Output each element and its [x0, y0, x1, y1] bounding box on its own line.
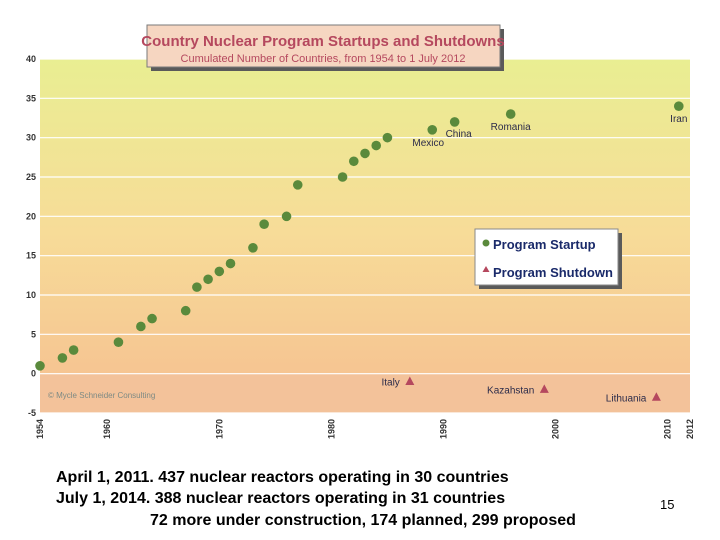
startup-point: [505, 109, 516, 119]
point-label: Romania: [491, 122, 531, 133]
legend-startup-label: Program Startup: [493, 237, 596, 252]
y-tick-label: 10: [26, 290, 36, 300]
startup-point: [192, 282, 202, 292]
startup-point: [449, 117, 460, 127]
y-tick-label: 25: [26, 172, 36, 182]
x-tick-label: 2012: [685, 419, 695, 439]
point-label: Iran: [670, 114, 687, 125]
shutdown-point: [651, 392, 661, 401]
startup-point: [35, 361, 45, 371]
slide-number: 15: [660, 497, 675, 512]
x-tick-label: 1980: [326, 419, 336, 439]
legend-startup-marker: [482, 239, 490, 247]
startup-point: [673, 101, 684, 111]
startup-point: [292, 180, 303, 190]
x-tick-label: 1970: [214, 419, 224, 439]
y-tick-label: 15: [26, 251, 36, 261]
x-tick-label: 1990: [438, 419, 448, 439]
caption-line-2: July 1, 2014. 388 nuclear reactors opera…: [56, 490, 506, 507]
legend: Program Startup Program Shutdown: [474, 228, 622, 289]
data-marks: [35, 101, 684, 401]
startup-point: [281, 211, 292, 222]
y-tick-label: 30: [26, 133, 36, 143]
x-tick-label: 1954: [35, 419, 45, 439]
startup-point: [180, 305, 191, 316]
y-tick-label: -5: [28, 408, 36, 418]
caption-line-3: 72 more under construction, 174 planned,…: [150, 512, 576, 529]
grid: [40, 58, 690, 414]
shutdown-point: [405, 376, 415, 386]
startup-point: [68, 345, 79, 355]
y-tick-label: 0: [31, 369, 36, 379]
startup-point: [203, 274, 213, 285]
startup-point: [382, 132, 393, 143]
startup-point: [248, 243, 258, 253]
legend-shutdown-label: Program Shutdown: [493, 265, 613, 280]
y-axis: -5 0 5 10 15 20 25 30 35 40: [26, 54, 36, 418]
watermark: © Mycle Schneider Consulting: [48, 391, 155, 400]
shutdown-point: [539, 384, 549, 393]
startup-point: [259, 219, 269, 229]
startup-point: [136, 321, 146, 332]
startup-point: [113, 337, 124, 348]
point-label: Mexico: [412, 138, 444, 149]
point-label: China: [446, 129, 473, 140]
startup-point: [371, 140, 382, 151]
title-box: Country Nuclear Program Startups and Shu…: [141, 24, 505, 71]
startup-point: [348, 156, 359, 167]
startup-point: [57, 353, 68, 363]
y-tick-label: 5: [31, 329, 36, 339]
chart: -5 0 5 10 15 20 25 30 35 40 1954 1960 1970 1980 1990 2…: [26, 24, 695, 439]
caption-line-1: April 1, 2011. 437 nuclear reactors oper…: [56, 469, 509, 486]
point-label: Lithuania: [606, 393, 647, 404]
startup-point: [427, 125, 438, 135]
point-label: Italy: [381, 378, 399, 389]
negative-band: [40, 373, 690, 413]
chart-subtitle: Cumulated Number of Countries, from 1954…: [181, 53, 466, 65]
x-tick-label: 2000: [551, 419, 561, 439]
legend-shutdown-marker: [482, 266, 490, 272]
chart-title: Country Nuclear Program Startups and Shu…: [141, 33, 504, 50]
x-tick-label: 1960: [102, 419, 112, 439]
y-tick-label: 20: [26, 211, 36, 221]
x-tick-label: 2010: [663, 419, 673, 439]
startup-point: [214, 266, 225, 277]
y-tick-label: 35: [26, 93, 36, 103]
startup-point: [225, 258, 236, 269]
x-axis: 1954 1960 1970 1980 1990 2000 2010 2012: [35, 419, 695, 439]
y-tick-label: 40: [26, 54, 36, 64]
startup-point: [147, 313, 157, 324]
point-label: Kazahstan: [487, 385, 534, 396]
startup-point: [337, 172, 348, 182]
startup-point: [360, 148, 370, 159]
